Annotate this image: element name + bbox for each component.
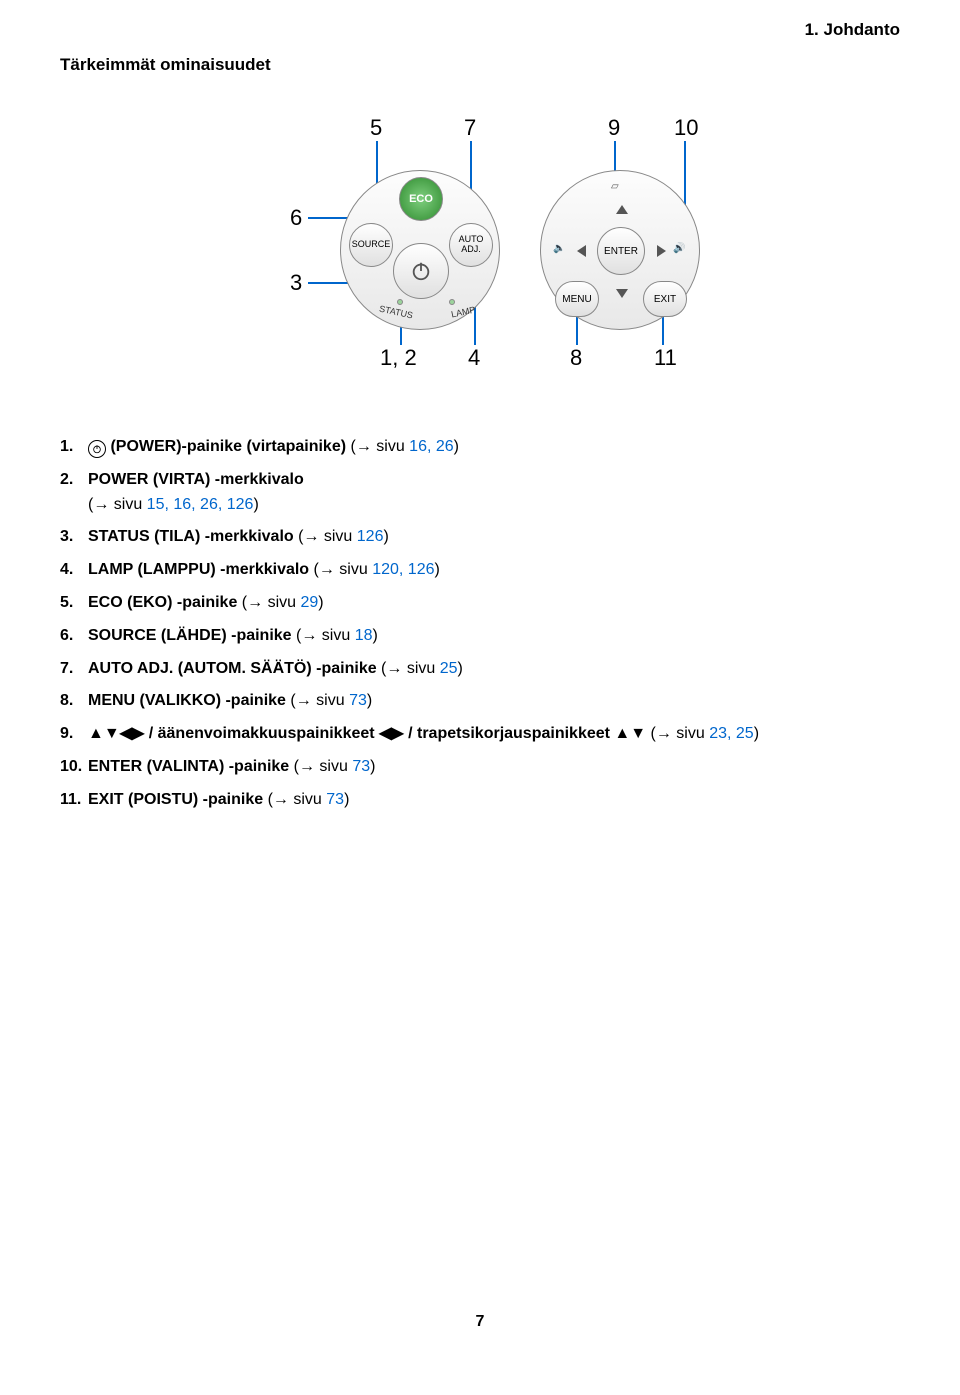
feature-list-item: AUTO ADJ. (AUTOM. SÄÄTÖ) -painike (→ siv… xyxy=(60,657,900,682)
feature-ref-suffix: ) xyxy=(367,692,372,709)
feature-name: ▲▼◀▶ / äänenvoimakkuuspainikkeet ◀▶ / tr… xyxy=(88,725,646,742)
feature-name: SOURCE (LÄHDE) -painike xyxy=(88,627,292,644)
feature-ref-prefix: (→ sivu xyxy=(292,627,355,644)
callout-3: 3 xyxy=(290,270,302,296)
callout-10: 10 xyxy=(674,115,698,141)
feature-name: LAMP (LAMPPU) -merkkivalo xyxy=(88,561,309,578)
eco-button-icon: ECO xyxy=(399,177,443,221)
feature-list-item: SOURCE (LÄHDE) -painike (→ sivu 18) xyxy=(60,624,900,649)
callout-11: 11 xyxy=(654,345,677,371)
page-reference: 23, 25 xyxy=(709,725,753,742)
left-control-cluster: ECO SOURCE AUTO ADJ. STATUS LAMP xyxy=(340,170,500,330)
feature-ref-suffix: ) xyxy=(434,561,439,578)
feature-list-item: POWER (VIRTA) -merkkivalo (→ sivu 15, 16,… xyxy=(60,468,900,518)
status-label: STATUS xyxy=(378,304,414,321)
page-reference: 15, 16, 26, 126 xyxy=(147,496,254,513)
section-title: Tärkeimmät ominaisuudet xyxy=(60,55,900,75)
feature-ref-prefix: (→ sivu xyxy=(646,725,709,742)
callout-5: 5 xyxy=(370,115,382,141)
menu-button-icon: MENU xyxy=(555,281,599,317)
feature-ref-prefix: (→ sivu xyxy=(346,438,409,455)
power-icon xyxy=(88,440,106,458)
arrow-down-icon xyxy=(616,289,628,298)
feature-list: (POWER)-painike (virtapainike) (→ sivu 1… xyxy=(60,435,900,813)
page-reference: 120, 126 xyxy=(372,561,434,578)
feature-ref-prefix: (→ sivu xyxy=(294,528,357,545)
callout-7: 7 xyxy=(464,115,476,141)
feature-ref-prefix: (→ sivu xyxy=(289,758,352,775)
feature-name: (POWER)-painike (virtapainike) xyxy=(110,438,346,455)
feature-name: STATUS (TILA) -merkkivalo xyxy=(88,528,294,545)
page-reference: 16, 26 xyxy=(409,438,453,455)
page-reference: 73 xyxy=(326,791,344,808)
feature-name: POWER (VIRTA) -merkkivalo xyxy=(88,471,304,488)
page-reference: 126 xyxy=(357,528,384,545)
arrow-left-icon xyxy=(577,245,586,257)
callout-9: 9 xyxy=(608,115,620,141)
feature-list-item: ECO (EKO) -painike (→ sivu 29) xyxy=(60,591,900,616)
chapter-title: 1. Johdanto xyxy=(805,20,900,40)
feature-ref-suffix: ) xyxy=(383,528,388,545)
page-number: 7 xyxy=(60,1313,900,1331)
feature-ref-prefix: (→ sivu xyxy=(286,692,349,709)
feature-ref-prefix: (→ sivu xyxy=(309,561,372,578)
feature-name: EXIT (POISTU) -painike xyxy=(88,791,263,808)
feature-ref-prefix: (→ sivu xyxy=(88,496,147,513)
feature-list-item: ENTER (VALINTA) -painike (→ sivu 73) xyxy=(60,755,900,780)
feature-name: ENTER (VALINTA) -painike xyxy=(88,758,289,775)
feature-ref-suffix: ) xyxy=(318,594,323,611)
callout-1-2: 1, 2 xyxy=(380,345,417,371)
feature-name: AUTO ADJ. (AUTOM. SÄÄTÖ) -painike xyxy=(88,660,377,677)
arrow-up-icon xyxy=(616,205,628,214)
feature-list-item: (POWER)-painike (virtapainike) (→ sivu 1… xyxy=(60,435,900,460)
feature-list-item: ▲▼◀▶ / äänenvoimakkuuspainikkeet ◀▶ / tr… xyxy=(60,722,900,747)
lamp-label: LAMP xyxy=(450,305,476,320)
feature-ref-prefix: (→ sivu xyxy=(237,594,300,611)
page-reference: 29 xyxy=(300,594,318,611)
feature-name: ECO (EKO) -painike xyxy=(88,594,237,611)
feature-ref-prefix: (→ sivu xyxy=(377,660,440,677)
control-panel-diagram: 5 7 9 10 6 3 1, 2 4 8 11 xyxy=(60,115,900,375)
arrow-right-icon xyxy=(657,245,666,257)
lamp-led-icon xyxy=(449,299,455,305)
feature-ref-suffix: ) xyxy=(373,627,378,644)
feature-list-item: MENU (VALIKKO) -painike (→ sivu 73) xyxy=(60,689,900,714)
feature-ref-suffix: ) xyxy=(454,438,459,455)
feature-ref-suffix: ) xyxy=(344,791,349,808)
page-reference: 18 xyxy=(355,627,373,644)
callout-4: 4 xyxy=(468,345,480,371)
feature-ref-suffix: ) xyxy=(458,660,463,677)
callout-6: 6 xyxy=(290,205,302,231)
keystone-icon: ▱ xyxy=(611,181,619,192)
volume-down-icon: 🔈 xyxy=(553,243,565,254)
feature-name: MENU (VALIKKO) -painike xyxy=(88,692,286,709)
power-icon xyxy=(410,260,432,282)
page-reference: 73 xyxy=(349,692,367,709)
source-button-icon: SOURCE xyxy=(349,223,393,267)
feature-list-item: STATUS (TILA) -merkkivalo (→ sivu 126) xyxy=(60,525,900,550)
page-reference: 25 xyxy=(440,660,458,677)
feature-ref-prefix: (→ sivu xyxy=(263,791,326,808)
callout-8: 8 xyxy=(570,345,582,371)
feature-list-item: EXIT (POISTU) -painike (→ sivu 73) xyxy=(60,788,900,813)
power-button-icon xyxy=(393,243,449,299)
feature-ref-suffix: ) xyxy=(253,496,258,513)
auto-adj-button-icon: AUTO ADJ. xyxy=(449,223,493,267)
enter-button-icon: ENTER xyxy=(597,227,645,275)
exit-button-icon: EXIT xyxy=(643,281,687,317)
volume-up-icon: 🔊 xyxy=(673,243,685,254)
right-control-cluster: ▱ 🔈 🔊 ENTER MENU EXIT xyxy=(540,170,700,330)
feature-ref-suffix: ) xyxy=(754,725,759,742)
feature-ref-suffix: ) xyxy=(370,758,375,775)
feature-list-item: LAMP (LAMPPU) -merkkivalo (→ sivu 120, 1… xyxy=(60,558,900,583)
status-led-icon xyxy=(397,299,403,305)
page-reference: 73 xyxy=(352,758,370,775)
